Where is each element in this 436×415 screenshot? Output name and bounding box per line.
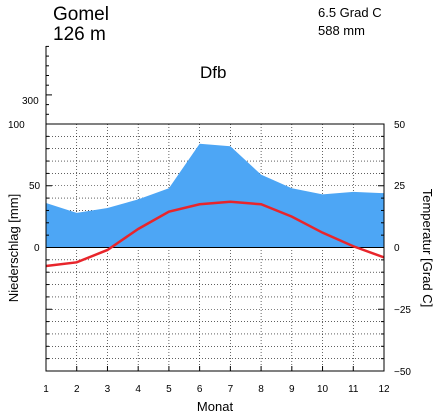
month-labels: 1 2 3 4 5 6 7 8 9 10 11 12: [43, 384, 390, 395]
month-label: 12: [378, 384, 390, 395]
month-label: 9: [289, 384, 295, 395]
right-tick-label-minus50: −50: [394, 367, 411, 378]
annual-precipitation: 588 mm: [318, 23, 365, 38]
month-label: 10: [317, 384, 329, 395]
x-axis-label: Monat: [197, 399, 234, 414]
month-label: 2: [74, 384, 80, 395]
right-tick-label-0: 0: [394, 243, 400, 254]
right-axis-label: Temperatur [Grad C]: [420, 189, 435, 308]
left-tick-label-100: 100: [8, 120, 25, 131]
month-label: 1: [43, 384, 49, 395]
month-label: 5: [166, 384, 172, 395]
precipitation-area: [46, 143, 384, 248]
left-axis-label: Niederschlag [mm]: [6, 194, 21, 302]
left-tick-label-50: 50: [29, 181, 41, 192]
month-label: 8: [258, 384, 264, 395]
month-label: 11: [348, 384, 359, 395]
month-label: 6: [197, 384, 203, 395]
right-tick-label-minus25: −25: [394, 305, 411, 316]
station-name: Gomel: [53, 4, 109, 25]
climate-classification: Dfb: [200, 63, 226, 82]
month-label: 7: [228, 384, 234, 395]
mean-temperature: 6.5 Grad C: [318, 5, 382, 20]
left-tick-label-300: 300: [22, 96, 39, 107]
left-tick-label-0: 0: [34, 243, 40, 254]
temperature-line: [45, 200, 385, 268]
month-label: 3: [105, 384, 111, 395]
month-label: 4: [135, 384, 141, 395]
station-elevation: 126 m: [53, 24, 106, 45]
right-tick-label-25: 25: [394, 181, 406, 192]
right-tick-label-50: 50: [394, 120, 406, 131]
upper-axis-ticks: [46, 45, 52, 115]
axis-ticks: [45, 123, 385, 372]
